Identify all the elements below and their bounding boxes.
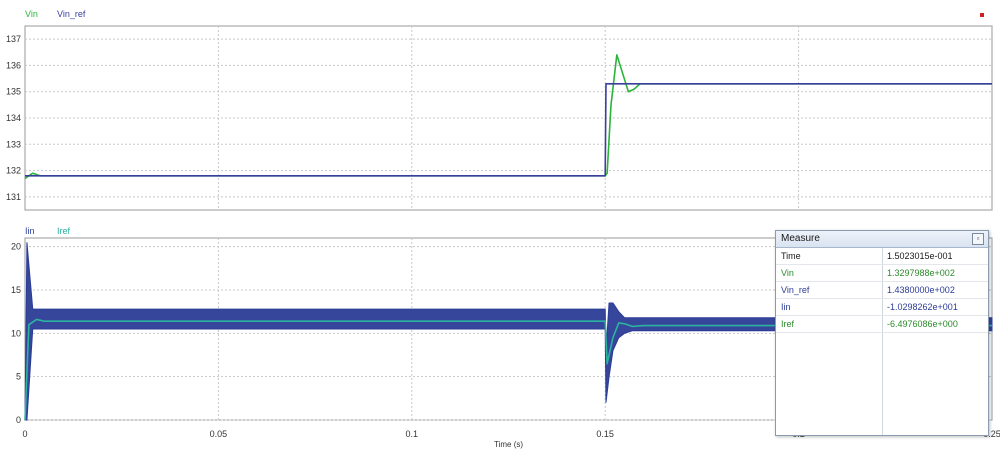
x-axis-label: Time (s) (494, 440, 523, 449)
measure-panel[interactable]: Measure ▫ Time 1.5023015e-001 Vin 1.3297… (775, 230, 989, 436)
measure-row: Vin_ref 1.4380000e+002 (776, 282, 988, 299)
series-vin-ref-line (25, 83, 992, 177)
measure-row-value: -6.4976086e+000 (887, 319, 958, 329)
measure-row-name: Iin (781, 302, 791, 312)
measure-row-value: 1.5023015e-001 (887, 251, 953, 261)
measure-titlebar[interactable]: Measure ▫ (776, 231, 988, 248)
top-marker (980, 13, 984, 17)
measure-row: Iref -6.4976086e+000 (776, 316, 988, 333)
series-iref-line (24, 318, 992, 421)
legend-entry: Vin (25, 9, 38, 19)
x-tick-label: 0.1 (406, 429, 419, 439)
measure-row: Vin 1.3297988e+002 (776, 265, 988, 282)
y-tick-label: 132 (6, 166, 21, 176)
y-tick-label: 131 (6, 192, 21, 202)
measure-row: Time 1.5023015e-001 (776, 248, 988, 265)
measure-column-divider (882, 248, 883, 435)
legend-entry: Iin (25, 226, 35, 236)
y-tick-label: 0 (16, 415, 21, 425)
x-tick-label: 0.25 (983, 429, 1000, 439)
measure-row-name: Time (781, 251, 801, 261)
x-tick-label: 0.05 (210, 429, 228, 439)
y-tick-label: 136 (6, 60, 21, 70)
measure-row-name: Vin (781, 268, 794, 278)
x-tick-label: 0 (22, 429, 27, 439)
measure-row-value: 1.4380000e+002 (887, 285, 955, 295)
measure-row: Iin -1.0298262e+001 (776, 299, 988, 316)
voltage-chart: 131 132 133 134 135 136 137 Vin Vin_ref (6, 9, 993, 211)
y-tick-label: 5 (16, 372, 21, 382)
legend-entry: Iref (57, 226, 71, 236)
measure-row-name: Iref (781, 319, 795, 329)
y-tick-label: 10 (11, 328, 21, 338)
y-tick-label: 137 (6, 34, 21, 44)
measure-title: Measure (781, 233, 820, 244)
y-tick-label: 134 (6, 113, 21, 123)
y-tick-label: 133 (6, 139, 21, 149)
measure-row-name: Vin_ref (781, 285, 810, 295)
x-tick-label: 0.15 (596, 429, 614, 439)
measure-restore-icon[interactable]: ▫ (972, 233, 984, 245)
y-tick-label: 15 (11, 285, 21, 295)
legend-entry: Vin_ref (57, 9, 86, 19)
measure-row-value: -1.0298262e+001 (887, 302, 958, 312)
y-tick-label: 135 (6, 87, 21, 97)
measure-row-value: 1.3297988e+002 (887, 268, 955, 278)
y-tick-label: 20 (11, 242, 21, 252)
measure-table: Time 1.5023015e-001 Vin 1.3297988e+002 V… (776, 248, 988, 435)
